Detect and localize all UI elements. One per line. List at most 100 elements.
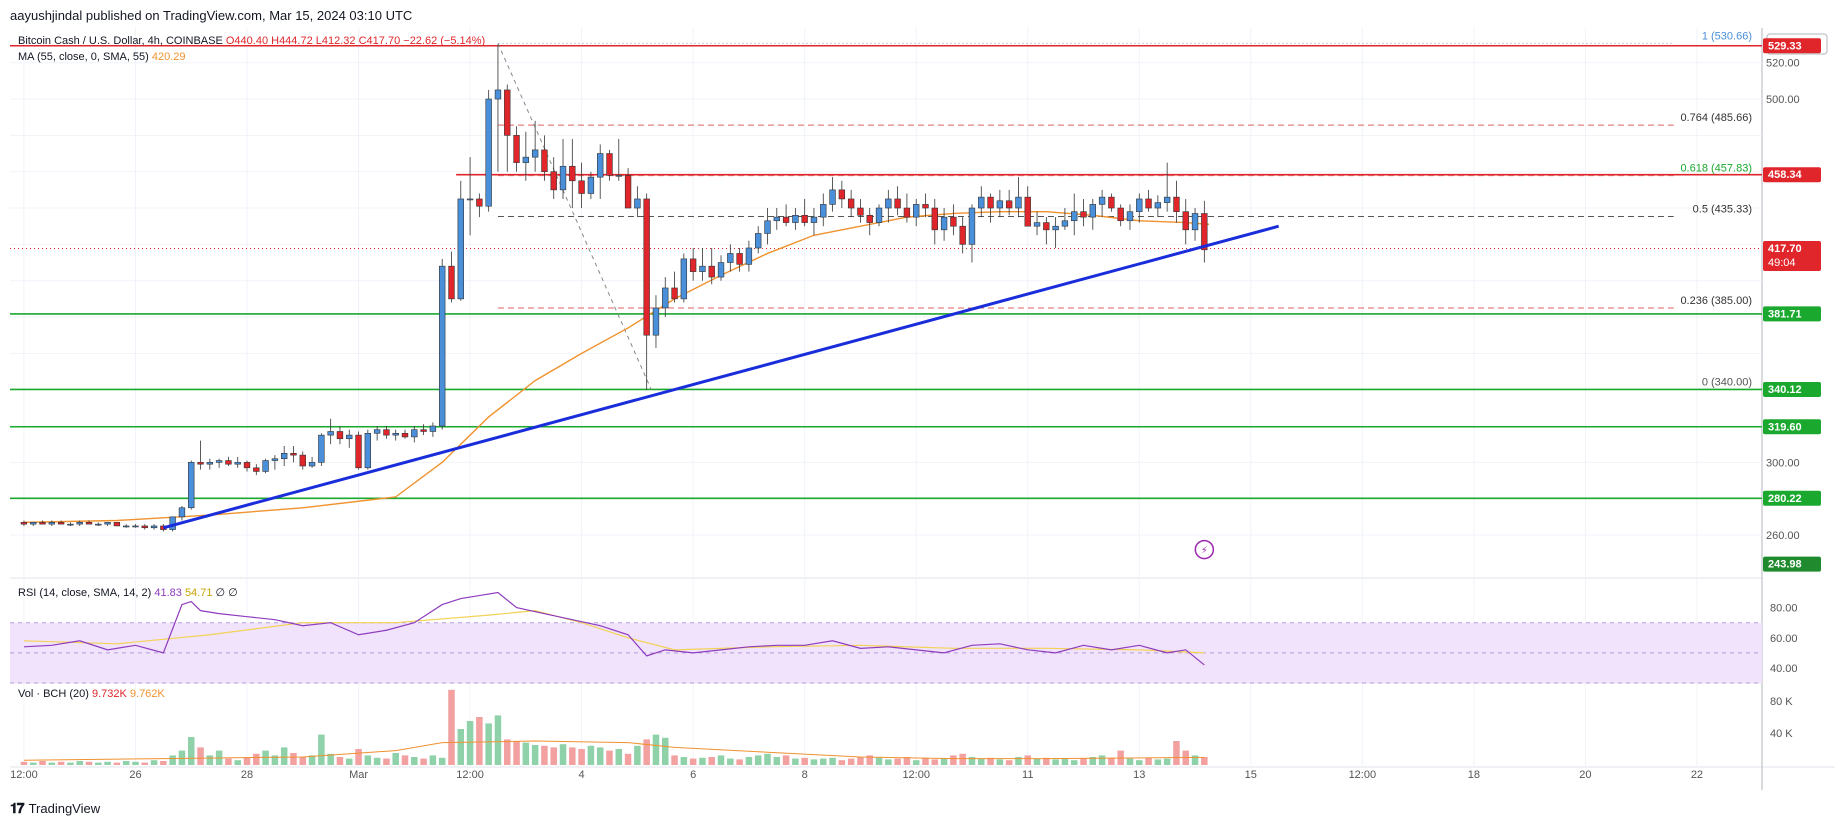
volume-bar[interactable] (1136, 760, 1143, 765)
candle[interactable] (624, 168, 632, 209)
volume-bar[interactable] (420, 758, 427, 765)
candle[interactable] (104, 522, 111, 526)
volume-bar[interactable] (885, 759, 892, 765)
volume-bar[interactable] (652, 734, 660, 765)
volume-bar[interactable] (531, 745, 539, 765)
volume-bar[interactable] (318, 734, 325, 765)
candle[interactable] (587, 171, 595, 199)
volume-bar[interactable] (559, 744, 567, 765)
candle[interactable] (401, 429, 409, 439)
candle[interactable] (30, 522, 37, 526)
volume-bar[interactable] (466, 721, 474, 765)
volume-bar[interactable] (104, 761, 111, 765)
candle[interactable] (1136, 193, 1143, 223)
candle[interactable] (1052, 217, 1059, 248)
volume-bar[interactable] (541, 745, 548, 765)
volume-bar[interactable] (745, 757, 753, 765)
candle[interactable] (132, 524, 139, 528)
volume-bar[interactable] (829, 757, 836, 765)
candle[interactable] (439, 258, 446, 430)
candle[interactable] (643, 193, 650, 390)
price-tag[interactable] (1763, 241, 1821, 272)
volume-bar[interactable] (699, 757, 706, 765)
candle[interactable] (680, 253, 688, 303)
candle[interactable] (206, 458, 214, 470)
candle[interactable] (466, 157, 474, 236)
volume-bar[interactable] (429, 755, 437, 765)
candle[interactable] (913, 198, 920, 227)
candle[interactable] (215, 458, 223, 468)
candle[interactable] (1005, 189, 1013, 216)
candle[interactable] (903, 193, 911, 223)
candle[interactable] (987, 193, 994, 223)
candle[interactable] (476, 193, 483, 218)
candle[interactable] (1015, 177, 1022, 218)
volume-bar[interactable] (327, 753, 334, 765)
price-tag[interactable] (1763, 381, 1821, 397)
candle[interactable] (318, 433, 325, 466)
candle[interactable] (336, 426, 344, 445)
ma-line[interactable] (23, 210, 1210, 524)
volume-bar[interactable] (1163, 758, 1171, 765)
candle[interactable] (1098, 189, 1106, 218)
volume-bar[interactable] (1080, 758, 1087, 765)
price-tag[interactable] (1763, 38, 1821, 54)
candle[interactable] (494, 44, 502, 172)
candle[interactable] (281, 446, 288, 466)
candle[interactable] (569, 139, 576, 209)
volume-bar[interactable] (1052, 759, 1059, 765)
candle[interactable] (141, 524, 148, 530)
candle[interactable] (727, 244, 734, 272)
volume-bar[interactable] (178, 750, 186, 765)
candle[interactable] (531, 120, 539, 172)
volume-bar[interactable] (392, 753, 399, 765)
candle[interactable] (847, 189, 855, 218)
candle[interactable] (327, 418, 334, 445)
candle[interactable] (76, 520, 83, 526)
candle[interactable] (1173, 180, 1180, 223)
candle[interactable] (968, 204, 976, 263)
volume-bar[interactable] (271, 755, 279, 765)
candle[interactable] (866, 208, 873, 236)
candle[interactable] (792, 208, 799, 230)
candle[interactable] (857, 198, 864, 223)
candle[interactable] (290, 446, 297, 463)
volume-bar[interactable] (801, 757, 808, 765)
candle[interactable] (996, 189, 1004, 218)
volume-bar[interactable] (85, 761, 93, 765)
volume-bar[interactable] (234, 760, 241, 765)
volume-bar[interactable] (810, 759, 818, 765)
candle[interactable] (755, 226, 762, 254)
volume-bar[interactable] (187, 737, 195, 765)
volume-bar[interactable] (643, 739, 650, 765)
volume-bar[interactable] (1061, 758, 1069, 765)
candle[interactable] (67, 522, 74, 526)
candle[interactable] (308, 456, 316, 468)
lightning-icon[interactable] (1194, 539, 1215, 560)
candle[interactable] (717, 255, 725, 281)
volume-bar[interactable] (1089, 757, 1097, 765)
candle[interactable] (885, 189, 892, 223)
volume-bar[interactable] (206, 755, 214, 765)
candle[interactable] (1033, 211, 1041, 236)
volume-bar[interactable] (355, 749, 362, 765)
volume-bar[interactable] (438, 757, 446, 765)
candle[interactable] (689, 248, 697, 281)
volume-bar[interactable] (243, 757, 251, 765)
volume-bar[interactable] (959, 753, 966, 765)
candle[interactable] (1024, 186, 1031, 227)
volume-bar[interactable] (968, 757, 976, 765)
volume-bar[interactable] (940, 758, 948, 765)
candle[interactable] (234, 456, 241, 468)
volume-bar[interactable] (169, 755, 176, 765)
candle[interactable] (1145, 189, 1152, 212)
volume-bar[interactable] (903, 757, 911, 765)
volume-bar[interactable] (95, 762, 102, 765)
candle[interactable] (1080, 198, 1087, 227)
volume-bar[interactable] (39, 761, 46, 765)
volume-bar[interactable] (411, 757, 418, 765)
volume-bar[interactable] (773, 757, 781, 765)
candle[interactable] (1071, 193, 1078, 236)
volume-bar[interactable] (922, 757, 929, 765)
